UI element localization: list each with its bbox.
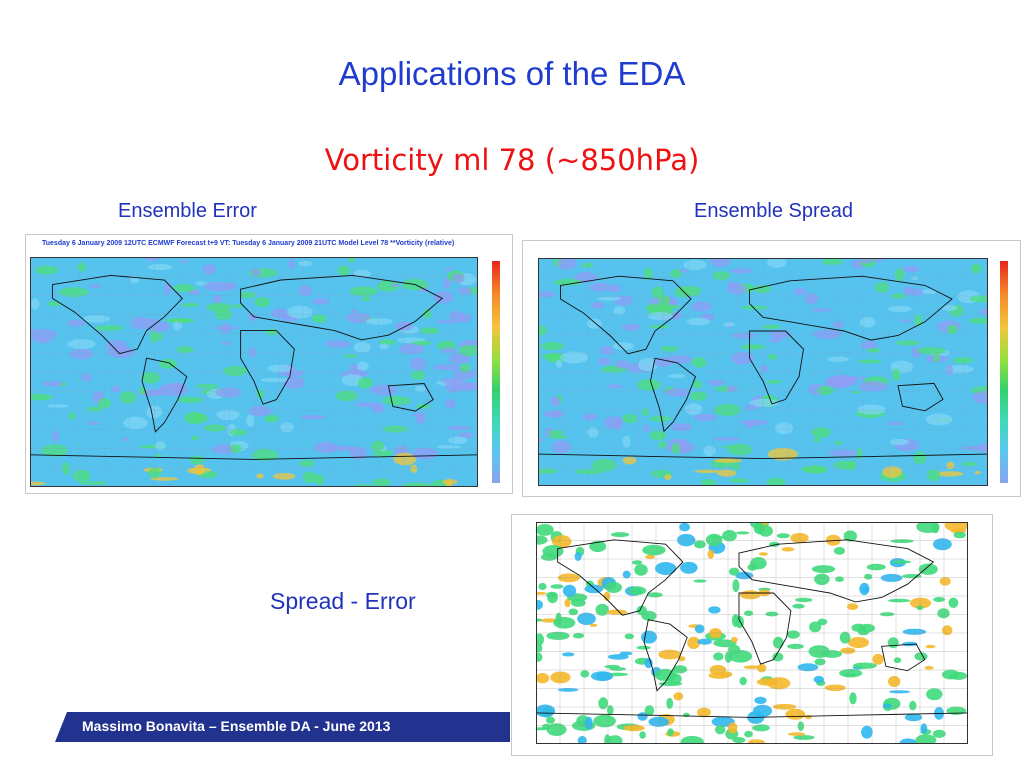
coastline bbox=[650, 357, 697, 433]
coastline bbox=[536, 712, 968, 718]
coastline bbox=[240, 274, 444, 341]
coastline bbox=[557, 539, 684, 616]
coastline bbox=[538, 453, 988, 460]
coastline bbox=[738, 539, 935, 603]
ensemble-spread-colorbar bbox=[1000, 261, 1008, 483]
spread-error-label: Spread - Error bbox=[270, 588, 416, 614]
ensemble-error-figure: Tuesday 6 January 2009 12UTC ECMWF Forec… bbox=[25, 234, 513, 494]
ensemble-error-map bbox=[30, 257, 478, 487]
ensemble-spread-map bbox=[538, 258, 988, 486]
coastline bbox=[141, 357, 188, 433]
coastline bbox=[749, 275, 953, 341]
slide-subtitle: Vorticity ml 78 (~850hPa) bbox=[324, 143, 700, 177]
coastline bbox=[738, 592, 792, 665]
spread-error-map bbox=[536, 522, 968, 744]
coastline bbox=[560, 275, 692, 355]
ensemble-spread-label: Ensemble Spread bbox=[694, 200, 853, 222]
ensemble-error-colorbar bbox=[492, 261, 500, 483]
footer-text: Massimo Bonavita – Ensemble DA - June 20… bbox=[82, 718, 391, 734]
coastline bbox=[897, 382, 944, 412]
coastline bbox=[30, 454, 478, 460]
coastline bbox=[51, 274, 183, 355]
coastline bbox=[387, 383, 434, 412]
coastline bbox=[240, 330, 295, 405]
coastline bbox=[643, 619, 688, 692]
ensemble-error-header: Tuesday 6 January 2009 12UTC ECMWF Forec… bbox=[42, 240, 455, 247]
footer-bar bbox=[55, 712, 510, 742]
coastline bbox=[881, 643, 926, 672]
slide-title: Applications of the EDA bbox=[338, 55, 686, 92]
ensemble-error-label: Ensemble Error bbox=[118, 200, 257, 222]
coastline bbox=[749, 330, 804, 405]
ensemble-spread-figure bbox=[522, 240, 1021, 497]
spread-error-figure bbox=[511, 514, 993, 756]
